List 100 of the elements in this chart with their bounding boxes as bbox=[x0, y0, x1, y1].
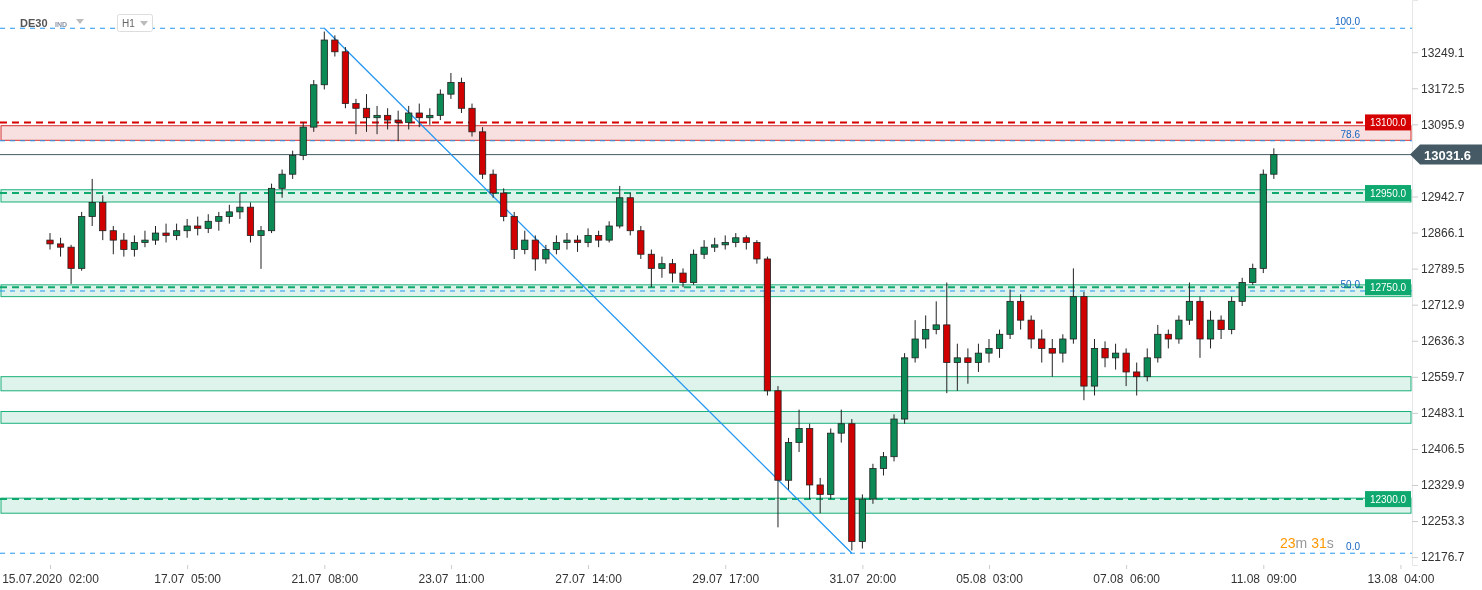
candlestick bbox=[289, 150, 297, 180]
x-tick-label: 31.07 20:00 bbox=[829, 571, 897, 586]
annotation: 50.0 bbox=[1340, 278, 1361, 290]
annotation: H1 bbox=[122, 18, 136, 29]
candlestick bbox=[542, 244, 550, 265]
y-tick-label: 12176.7 bbox=[1421, 550, 1465, 565]
candlestick bbox=[563, 232, 571, 251]
y-tick-label: 12789.5 bbox=[1421, 261, 1465, 276]
candlestick bbox=[1017, 293, 1025, 331]
candlestick bbox=[489, 169, 497, 199]
y-tick-label: 12636.3 bbox=[1421, 334, 1465, 349]
x-tick-label: 17.07 05:00 bbox=[154, 571, 222, 586]
candlestick bbox=[1164, 329, 1172, 349]
annotation: 23m 31s bbox=[1280, 535, 1334, 551]
candlestick bbox=[130, 234, 138, 258]
candlestick bbox=[1133, 362, 1141, 396]
candlestick bbox=[236, 192, 244, 220]
candlestick bbox=[215, 211, 223, 232]
y-tick-label: 12866.1 bbox=[1421, 225, 1465, 240]
candlestick bbox=[1185, 282, 1194, 326]
candlestick bbox=[668, 258, 677, 283]
candlestick bbox=[331, 34, 339, 57]
candlestick bbox=[1122, 347, 1130, 387]
candlestick bbox=[1206, 310, 1215, 349]
y-tick-label: 12406.5 bbox=[1421, 442, 1465, 457]
candlestick bbox=[911, 319, 919, 364]
ref-line-label: 13031.6 bbox=[1424, 147, 1471, 163]
candlestick bbox=[468, 103, 476, 138]
candlestick bbox=[1101, 340, 1109, 368]
text: DE30 bbox=[20, 17, 48, 29]
candlestick bbox=[1217, 314, 1225, 340]
candlestick bbox=[1154, 324, 1162, 364]
candlestick bbox=[531, 234, 539, 272]
candlestick bbox=[56, 237, 65, 258]
candlestick bbox=[88, 178, 96, 227]
candlestick bbox=[995, 329, 1004, 359]
candlestick bbox=[922, 314, 930, 349]
ref-line-label: 13100.0 bbox=[1369, 117, 1407, 129]
candlestick bbox=[1143, 347, 1151, 382]
candlestick bbox=[1027, 314, 1035, 349]
candlestick bbox=[1238, 277, 1246, 307]
y-tick-label: 12483.1 bbox=[1421, 406, 1465, 421]
candlestick bbox=[953, 343, 961, 392]
candlestick bbox=[120, 232, 128, 258]
candlestick bbox=[46, 232, 54, 251]
ref-line-label: 12300.0 bbox=[1369, 494, 1407, 506]
candlestick bbox=[436, 88, 444, 121]
candlestick bbox=[605, 220, 613, 243]
candlestick bbox=[647, 249, 655, 288]
candlestick bbox=[679, 267, 687, 288]
candlestick bbox=[183, 218, 191, 239]
candlestick bbox=[521, 230, 529, 255]
candlestick bbox=[1270, 147, 1278, 180]
candlestick bbox=[837, 409, 845, 444]
y-tick-label: 12253.3 bbox=[1421, 514, 1465, 529]
x-tick-label: 21.07 08:00 bbox=[291, 571, 359, 586]
candlestick bbox=[932, 300, 940, 335]
candlestick bbox=[1249, 263, 1257, 286]
candlestick bbox=[879, 451, 888, 477]
candlestick bbox=[162, 223, 170, 243]
candlestick bbox=[974, 343, 982, 373]
candlestick bbox=[700, 239, 708, 260]
candlestick bbox=[225, 204, 233, 225]
x-tick-label: 05.08 03:00 bbox=[956, 571, 1024, 586]
y-tick-label: 13172.5 bbox=[1421, 81, 1465, 96]
candlestick bbox=[194, 216, 202, 236]
y-tick-label: 13095.9 bbox=[1421, 117, 1465, 132]
candlestick bbox=[584, 227, 592, 248]
candlestick bbox=[985, 338, 993, 364]
y-tick-label: 12942.7 bbox=[1421, 189, 1465, 204]
x-tick-label: 29.07 17:00 bbox=[692, 571, 760, 586]
y-tick-label: 12329.9 bbox=[1421, 478, 1465, 493]
candlestick bbox=[447, 72, 455, 100]
candlestick bbox=[1048, 338, 1056, 378]
candlestick bbox=[637, 225, 645, 260]
candlestick bbox=[405, 105, 413, 130]
candlestick bbox=[964, 347, 972, 385]
ref-line-label: 12950.0 bbox=[1369, 188, 1407, 200]
x-tick-label: 15.07.2020 02:00 bbox=[2, 571, 100, 586]
candlestick bbox=[204, 213, 212, 234]
annotation: 0.0 bbox=[1346, 541, 1361, 553]
candlestick bbox=[109, 225, 117, 255]
candlestick bbox=[500, 187, 508, 222]
candlestick bbox=[1038, 329, 1046, 364]
y-tick-label: 13249.1 bbox=[1421, 45, 1465, 60]
candlestick bbox=[658, 256, 666, 279]
candlestick bbox=[373, 105, 381, 135]
x-tick-label: 13.08 04:00 bbox=[1367, 571, 1435, 586]
x-tick-label: 27.07 14:00 bbox=[555, 571, 623, 586]
y-tick-label: 12712.9 bbox=[1421, 298, 1465, 313]
candlestick bbox=[753, 239, 761, 265]
candlestick bbox=[1112, 343, 1120, 371]
candlestick bbox=[552, 234, 560, 255]
x-tick-label: 11.08 09:00 bbox=[1230, 571, 1298, 586]
x-tick-label: 23.07 11:00 bbox=[418, 571, 485, 586]
candlestick bbox=[67, 244, 75, 285]
candlestick bbox=[141, 230, 149, 248]
annotation: 100.0 bbox=[1334, 16, 1361, 28]
candlestick bbox=[257, 225, 265, 270]
candlestick bbox=[151, 225, 160, 246]
